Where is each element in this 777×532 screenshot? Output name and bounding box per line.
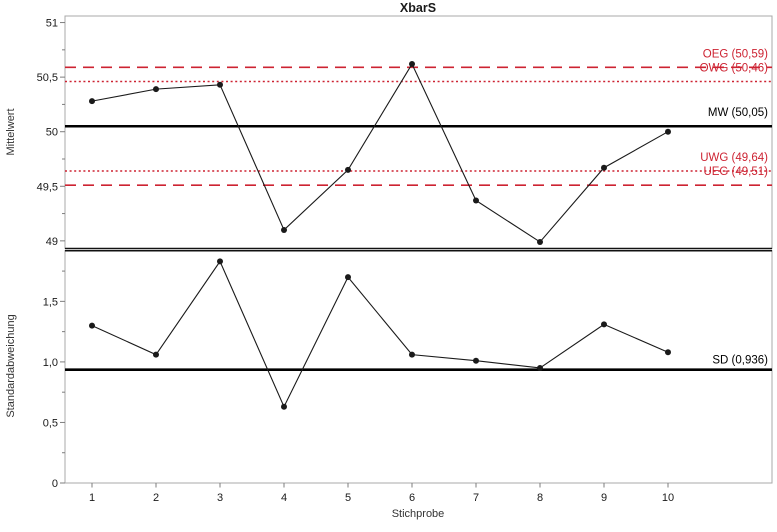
xbar-panel-point-9 — [601, 164, 607, 171]
y-tick-label: 1,5 — [43, 296, 58, 308]
x-axis-title-stichprobe: Stichprobe — [392, 508, 445, 520]
y-axis-title-standardabweichung: Standardabweichung — [5, 314, 17, 417]
xbar-panel-point-8 — [537, 238, 543, 245]
x-tick-label: 10 — [662, 492, 674, 504]
s-panel-frame — [64, 250, 773, 484]
limit-label-oeg: OEG (50,59) — [703, 48, 768, 60]
xbar-panel-point-5 — [345, 166, 351, 173]
y-tick-label: 49 — [46, 236, 58, 248]
limit-label-owg: OWG (50,46) — [700, 62, 769, 74]
y-tick-label: 1,0 — [43, 357, 58, 369]
limit-label-ueg: UEG (49,51) — [703, 166, 768, 178]
s-panel-point-2 — [153, 351, 159, 358]
y-tick-label: 0,5 — [43, 417, 58, 429]
y-tick-label: 0 — [52, 478, 58, 490]
s-panel-point-10 — [665, 349, 671, 356]
y-tick-label: 51 — [46, 18, 58, 30]
s-panel-point-4 — [281, 403, 287, 410]
s-panel-series-line — [91, 260, 669, 409]
s-panel-point-9 — [601, 321, 607, 328]
limit-label-mw: MW (50,05) — [708, 107, 768, 119]
x-tick-label: 1 — [89, 492, 95, 504]
y-tick-label: 50 — [46, 127, 58, 139]
s-panel-point-7 — [473, 357, 479, 364]
xbar-panel-point-6 — [409, 61, 415, 68]
x-tick-label: 5 — [345, 492, 351, 504]
xbar-panel-point-3 — [217, 81, 223, 88]
xbar-panel-point-2 — [153, 86, 159, 93]
xbar-panel-point-7 — [473, 197, 479, 204]
s-panel-point-5 — [345, 274, 351, 281]
s-panel-point-3 — [217, 258, 223, 265]
xbar-panel-series-line — [91, 62, 669, 243]
x-tick-label: 6 — [409, 492, 415, 504]
s-panel-point-6 — [409, 351, 415, 358]
xbar-panel-point-10 — [665, 128, 671, 135]
xbar-panel-point-4 — [281, 226, 287, 233]
x-tick-label: 9 — [601, 492, 607, 504]
chart-title: XbarS — [400, 1, 436, 15]
s-panel-point-8 — [537, 364, 543, 371]
x-tick-label: 8 — [537, 492, 543, 504]
y-axis-title-mittelwert: Mittelwert — [5, 108, 17, 155]
xbar-panel-point-1 — [89, 98, 95, 105]
x-tick-label: 4 — [281, 492, 287, 504]
x-tick-label: 7 — [473, 492, 479, 504]
y-tick-label: 49,5 — [37, 181, 58, 193]
limit-label-sd: SD (0,936) — [712, 355, 768, 367]
y-tick-label: 50,5 — [37, 72, 58, 84]
x-tick-label: 3 — [217, 492, 223, 504]
x-tick-label: 2 — [153, 492, 159, 504]
s-panel-point-1 — [89, 322, 95, 329]
limit-label-uwg: UWG (49,64) — [700, 152, 768, 164]
